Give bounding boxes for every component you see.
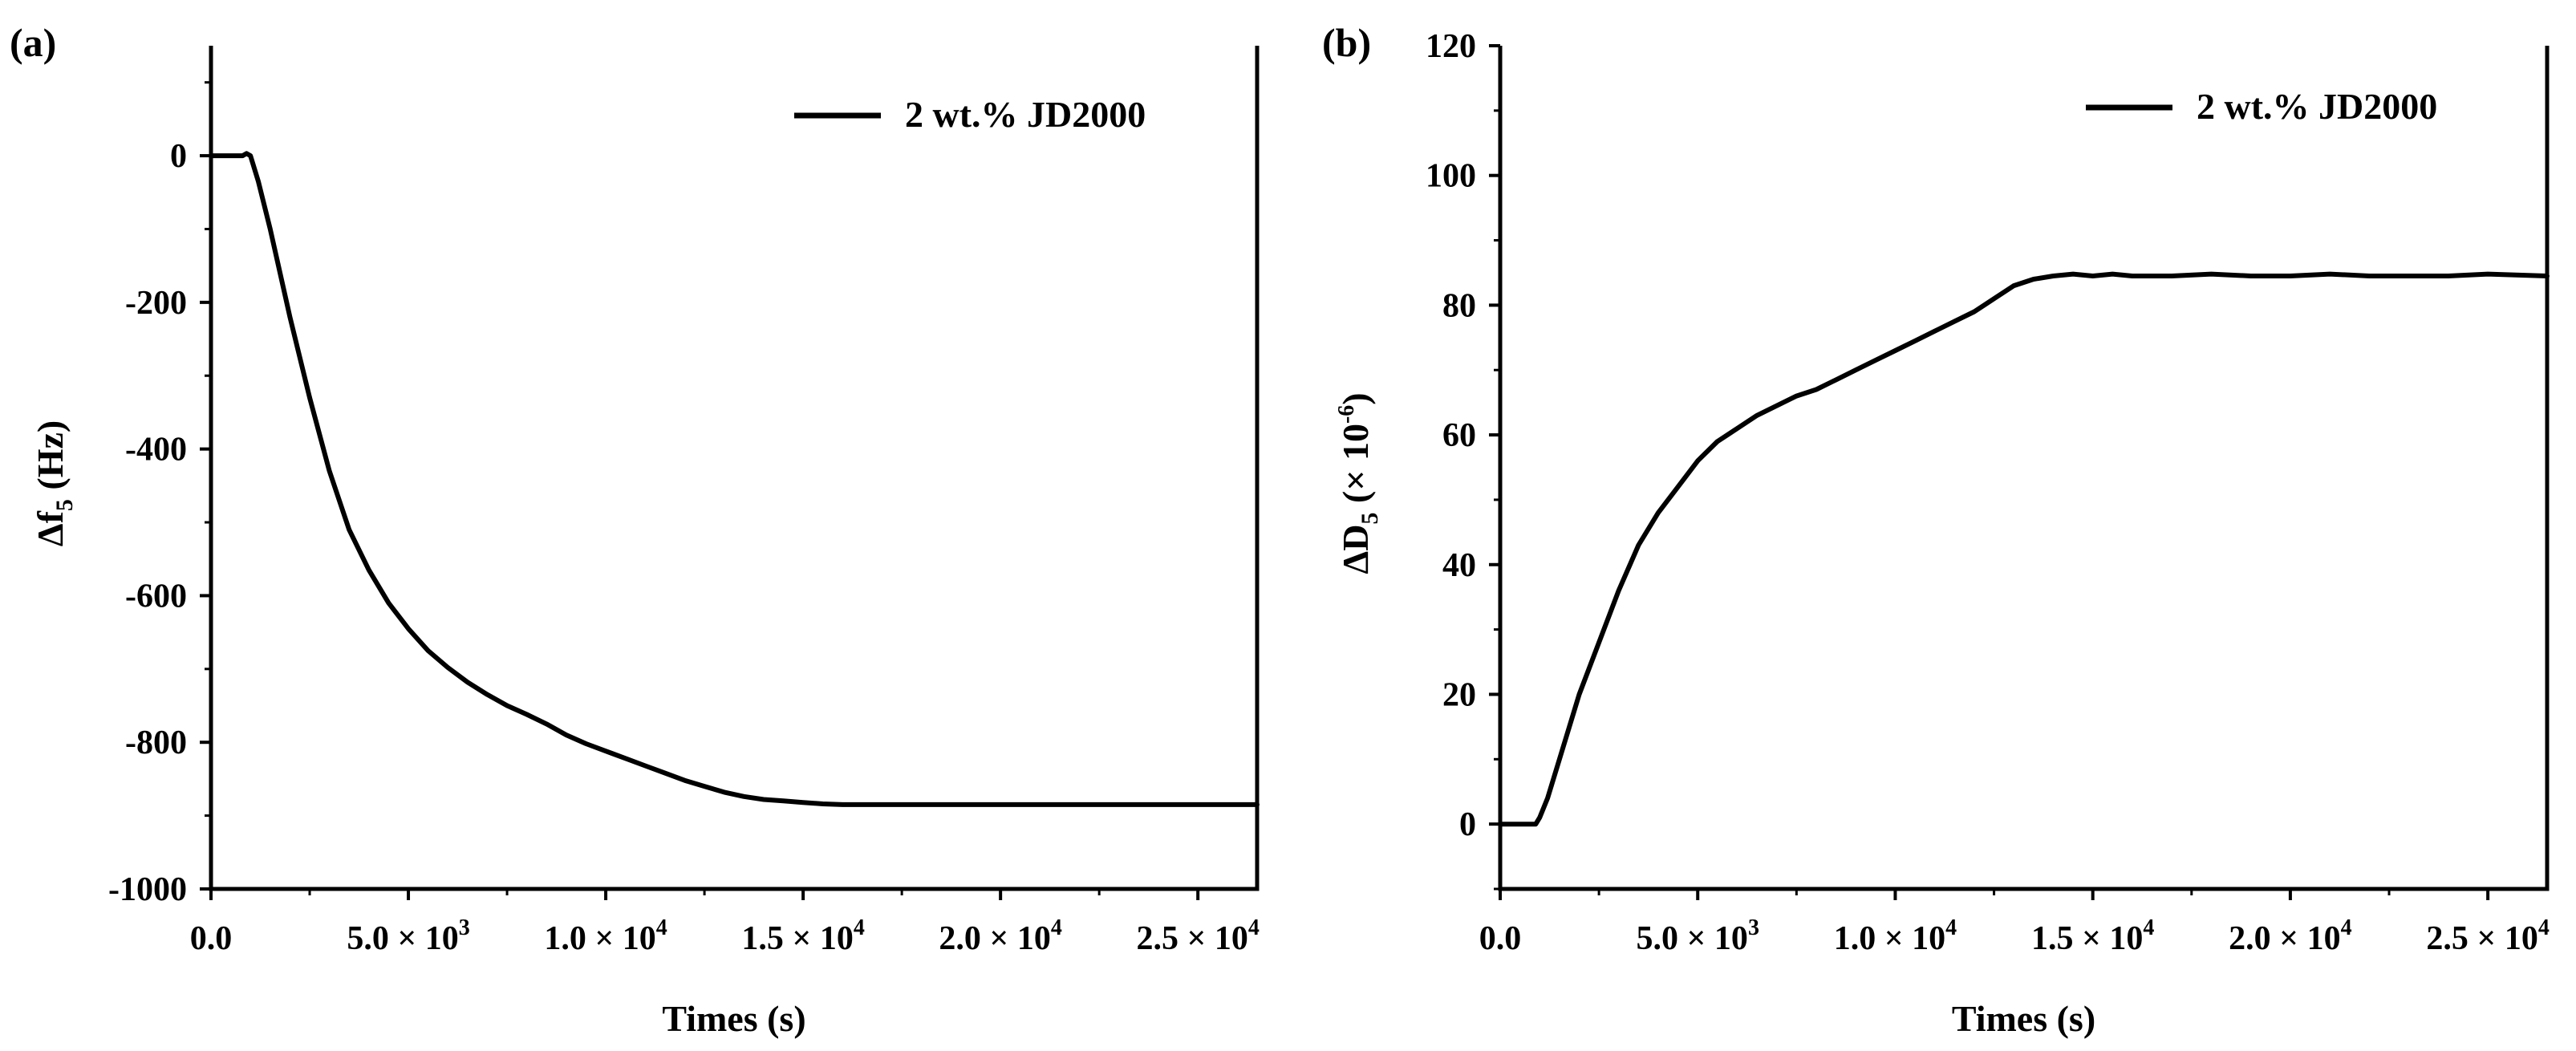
panel-b-legend-label: 2 wt.% JD2000 — [2197, 86, 2437, 127]
panel-a-label: (a) — [10, 20, 56, 65]
panel-b-x-axis-title: Times (s) — [1952, 998, 2095, 1039]
panel-a-x-tick-label: 2.0 × 104 — [939, 915, 1061, 957]
panel-b-y-tick-label: 100 — [1426, 158, 1476, 195]
panel-a-x-tick-label: 5.0 × 103 — [347, 915, 469, 957]
panel-b-x-tick-label: 0.0 — [1479, 920, 1522, 957]
panel-b-x-tick-label: 2.0 × 104 — [2229, 915, 2351, 957]
panel-b-y-tick-label: 0 — [1459, 806, 1476, 843]
panel-a-y-tick-label: -200 — [125, 285, 187, 322]
panel-b-y-tick-label: 20 — [1442, 676, 1476, 713]
panel-a-x-tick-label: 1.5 × 104 — [741, 915, 864, 957]
panel-b-x-tick-label: 5.0 × 103 — [1637, 915, 1759, 957]
panel-a-x-axis-title: Times (s) — [662, 998, 805, 1039]
panel-b-x-tick-label: 1.5 × 104 — [2031, 915, 2154, 957]
panel-b-label: (b) — [1322, 20, 1371, 65]
panel-a-y-tick-label: -800 — [125, 724, 187, 761]
panel-a-y-tick-label: -400 — [125, 432, 187, 469]
panel-b-y-tick-label: 80 — [1442, 287, 1476, 324]
panel-b-x-tick-label: 1.0 × 104 — [1834, 915, 1957, 957]
panel-a-y-axis-title: Δf5 (Hz) — [30, 420, 78, 547]
panel-a-y-tick-label: 0 — [170, 138, 187, 175]
panel-b-series-line — [1498, 271, 2550, 827]
panel-a-x-tick-label: 1.0 × 104 — [544, 915, 667, 957]
panel-a-legend-label: 2 wt.% JD2000 — [905, 94, 1146, 135]
panel-b-chart: (b) 0 20 40 60 80 100 120 0.0 5.0 × 103 1.0 × 104 1… — [1322, 20, 2550, 1039]
panel-b-x-tick-label: 2.5 × 104 — [2426, 915, 2549, 957]
panel-b-y-tick-label: 40 — [1442, 547, 1476, 584]
panel-b-y-tick-label: 120 — [1426, 28, 1476, 65]
panel-a-x-tick-label: 0.0 — [190, 920, 233, 957]
panel-a-y-tick-label: -1000 — [108, 871, 187, 908]
panel-b-y-axis-title: ΔD5 (× 10-6) — [1334, 392, 1383, 574]
panel-a-y-tick-label: -600 — [125, 578, 187, 615]
panel-a-x-tick-label: 2.5 × 104 — [1136, 915, 1259, 957]
panel-a-series-line — [209, 151, 1260, 807]
panel-b-y-tick-label: 60 — [1442, 417, 1476, 454]
